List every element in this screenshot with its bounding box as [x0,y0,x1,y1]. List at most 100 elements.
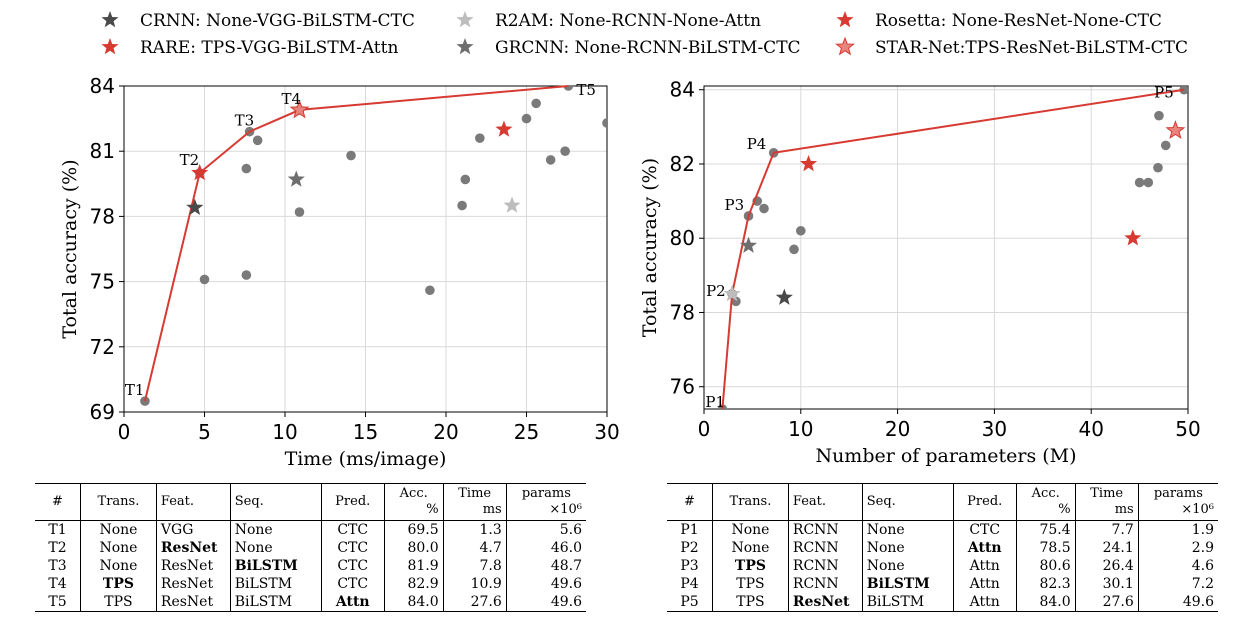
x-tick-label: 10 [272,420,297,444]
table-cell: CTC [320,557,385,575]
header-feat: Feat. [155,483,231,521]
table-cell: 80.0 [383,539,444,557]
table-cell: 27.6 [1074,593,1139,612]
table-cell: 46.0 [505,539,586,557]
header-params-top: params [1153,486,1203,501]
table-cell: RCNN [787,539,863,557]
legend-label: STAR-Net:TPS-ResNet-BiLSTM-CTC [875,38,1188,58]
table-cell: 30.1 [1074,575,1139,593]
frontier-label: P3 [725,196,745,214]
table-cell: RCNN [787,575,863,593]
header-seq: Seq. [229,483,322,521]
table-cell: ResNet [787,593,863,612]
y-tick-label: 78 [90,204,115,228]
table-cell: 1.3 [442,520,507,539]
x-tick-label: 0 [698,417,711,441]
table-cell: P3 [680,558,699,574]
x-tick-label: 5 [198,420,211,444]
table-cell: 7.7 [1074,520,1139,539]
data-point [460,174,471,185]
legend-label: GRCNN: None-RCNN-BiLSTM-CTC [495,38,801,58]
header-trans: Trans. [79,483,157,521]
table-cell: 24.1 [1074,539,1139,557]
frontier-label: T5 [576,81,596,99]
table-cell: BiLSTM [229,593,322,612]
table-cell: TPS [711,575,789,593]
plot-area [140,86,607,406]
model-star-rosetta [1124,229,1142,246]
table-cell: T5 [48,594,67,610]
table-cell: 80.6 [1015,557,1076,575]
y-tick-label: 81 [90,139,115,163]
table-row: T4 TPS ResNet BiLSTM CTC 82.9 10.9 49.6 [35,575,586,593]
header-pred: Pred. [320,483,385,521]
table-cell: TPS [79,593,157,612]
table-cell: None [711,539,789,557]
table-cell: P5 [680,594,699,610]
y-tick-label: 80 [670,226,695,250]
data-point [1134,177,1145,188]
data-point [241,270,252,280]
legend-label: Rosetta: None-ResNet-None-CTC [875,11,1162,31]
model-star-crnn [775,288,793,305]
x-tick-label: 15 [353,420,378,444]
table-cell: 7.2 [1137,575,1218,593]
table-cell: T1 [48,522,67,538]
frontier-label: P1 [705,393,725,411]
table-cell: TPS [79,575,157,593]
model-star-rosetta [495,120,513,137]
table-cell: 26.4 [1074,557,1139,575]
data-point [346,150,356,161]
x-tick-label: 10 [788,417,813,441]
header-time-top: Time [458,486,492,501]
y-axis-label: Total accuracy (%) [59,159,81,338]
header-pred: Pred. [952,483,1017,521]
x-axis-label: Number of parameters (M) [815,445,1076,467]
data-point [199,274,210,285]
header-params: params ×10⁶ [505,483,586,521]
table-cell: None [79,520,157,539]
x-tick-label: 30 [982,417,1007,441]
header-trans: Trans. [711,483,789,521]
table-cell: None [79,557,157,575]
legend-label: RARE: TPS-VGG-BiLSTM-Attn [140,38,398,58]
header-params-unit: ×10⁶ [549,502,582,517]
table-row: T3 None ResNet BiLSTM CTC 81.9 7.8 48.7 [35,557,586,575]
frontier-line [721,88,1185,410]
header-seq: Seq. [861,483,954,521]
data-point [457,200,467,211]
frontier-line [143,85,569,402]
frontier-label: T4 [281,90,301,108]
data-point [796,225,806,236]
y-tick-label: 78 [670,300,695,324]
legend-star-icon [456,38,474,55]
header-acc-unit: % [426,502,439,517]
legend: CRNN: None-VGG-BiLSTM-CTC RARE: TPS-VGG-B… [101,11,1188,58]
table-cell: 4.7 [442,539,507,557]
data-point [531,98,541,109]
data-point [1160,140,1171,151]
data-point [241,163,252,174]
table-row: P2 None RCNN None Attn 78.5 24.1 2.9 [667,539,1218,557]
header-time-unit: ms [1114,502,1134,517]
table-header-row: # Trans. Feat. Seq. Pred. Acc. % Time ms… [667,483,1218,521]
table-cell: T2 [48,540,67,556]
table-cell: 27.6 [442,593,507,612]
header-id: # [667,483,713,521]
x-tick-label: 20 [433,420,458,444]
table-row: P1 None RCNN None CTC 75.4 7.7 1.9 [667,520,1218,539]
header-acc-top: Acc. [1031,486,1060,501]
table-cell: None [861,520,954,539]
frontier-label: T1 [125,381,145,399]
table-cell: 49.6 [505,593,586,612]
table-cell: CTC [320,575,385,593]
table-row: P3 TPS RCNN None Attn 80.6 26.4 4.6 [667,557,1218,575]
model-star-rare [799,154,818,172]
table-cell: 7.8 [442,557,507,575]
y-tick-label: 84 [670,78,695,102]
model-star-crnn [186,198,204,215]
x-axis-label: Time (ms/image) [285,448,447,470]
table-cell: 49.6 [505,575,586,593]
data-point [521,113,532,124]
table-body: P1 None RCNN None CTC 75.4 7.7 1.9 P2 None RCNN Non… [667,520,1218,612]
